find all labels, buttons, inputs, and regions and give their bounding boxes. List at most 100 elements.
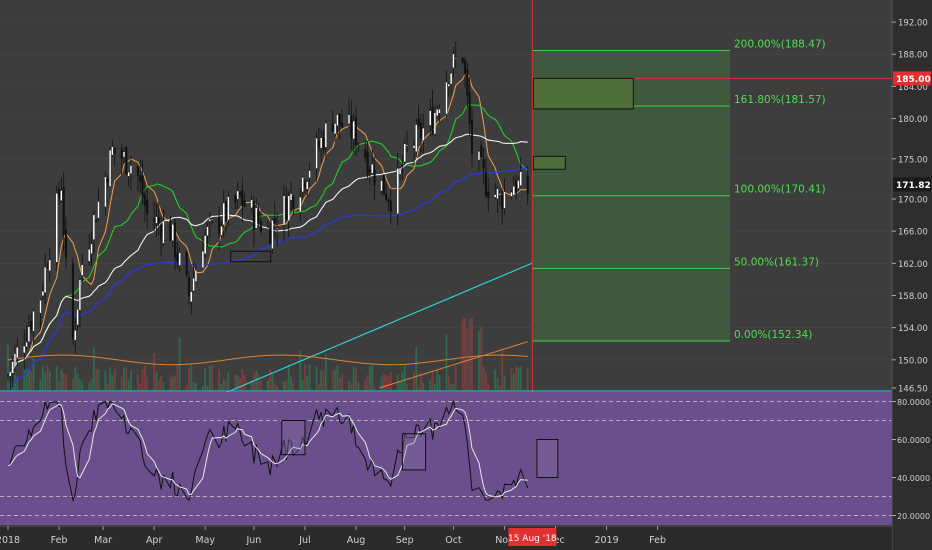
- volume-bar: [255, 371, 258, 390]
- volume-bar: [220, 383, 223, 390]
- candle-body: [482, 159, 485, 169]
- candle-body: [283, 195, 286, 226]
- candle-body: [120, 150, 123, 159]
- range-box: [230, 250, 272, 263]
- candle-body: [347, 114, 351, 124]
- rsi-panel: [0, 392, 892, 525]
- candle-body: [301, 177, 304, 192]
- candle-body: [303, 181, 307, 188]
- price-tick-label-1: 188.00: [898, 51, 928, 61]
- time-label-12: 2019: [594, 535, 618, 546]
- candle-body: [487, 191, 490, 198]
- candle-body: [192, 278, 195, 292]
- volume-bar: [146, 377, 149, 390]
- candle-body: [389, 200, 392, 212]
- volume-bar: [336, 365, 339, 390]
- candle-body: [16, 347, 19, 358]
- volume-bar: [494, 369, 497, 390]
- candle-body: [190, 291, 193, 302]
- volume-bar: [431, 370, 434, 390]
- candle-body: [289, 193, 293, 201]
- volume-bar: [243, 375, 246, 390]
- time-label-2: Mar: [94, 535, 112, 546]
- volume-bar: [512, 373, 515, 390]
- ma-8-line: [7, 72, 528, 377]
- price-tick-label-0: 192.00: [898, 19, 928, 29]
- ma-100-line: [7, 167, 528, 393]
- price-tick-label-8: 158.00: [898, 292, 928, 302]
- volume-bar: [380, 376, 383, 390]
- candle-body: [334, 123, 337, 135]
- volume-bar: [141, 368, 144, 390]
- candle-body: [429, 110, 432, 126]
- volume-bar: [222, 379, 225, 390]
- volume-bar: [218, 369, 221, 390]
- grid: [0, 21, 892, 389]
- volume-bar: [178, 337, 181, 390]
- volume-bar: [478, 331, 480, 390]
- candle-body: [512, 186, 515, 196]
- volume-bar: [32, 358, 35, 390]
- time-label-7: Aug: [347, 535, 366, 546]
- volume-bar: [385, 375, 388, 390]
- rsi-pane: [0, 392, 892, 525]
- volume-bar: [382, 374, 385, 390]
- candle-body: [336, 114, 339, 126]
- candle-body: [109, 149, 112, 187]
- volume-bar: [422, 382, 425, 390]
- candle-body: [371, 163, 374, 174]
- fib-label-4: 0.00%(152.34): [734, 329, 812, 341]
- candle-body: [287, 195, 290, 221]
- candle-body: [64, 230, 68, 258]
- volume-bar: [387, 375, 390, 390]
- candle-body: [173, 222, 177, 258]
- candle-body: [385, 193, 388, 200]
- volume-bar: [447, 376, 450, 390]
- candle-body: [366, 151, 369, 175]
- volume-bar: [76, 373, 79, 390]
- volume-bar: [185, 385, 188, 390]
- price-tick-label-7: 162.00: [898, 260, 928, 270]
- candle-body: [6, 375, 10, 377]
- volume-bar: [403, 365, 406, 390]
- candle-body: [211, 219, 214, 221]
- volume-bar: [92, 347, 95, 390]
- volume-bar: [162, 382, 165, 390]
- candle-body: [496, 188, 499, 199]
- candle-body: [273, 218, 276, 224]
- volume-bar: [433, 383, 436, 390]
- fib-label-2: 100.00%(170.41): [734, 184, 826, 196]
- candle-body: [185, 251, 188, 275]
- candle-body: [320, 137, 323, 149]
- candle-body: [299, 197, 302, 212]
- volume-bar: [201, 385, 204, 390]
- volume-bar: [25, 369, 28, 390]
- volume-bar: [123, 367, 125, 390]
- rsi-box-0: [281, 420, 306, 456]
- candle-body: [243, 201, 246, 207]
- candle-body: [55, 193, 58, 263]
- candle-body: [46, 269, 49, 271]
- volume-bar: [16, 376, 19, 390]
- candle-body: [60, 190, 63, 201]
- volume-bar: [515, 365, 517, 390]
- candle-body: [155, 216, 158, 224]
- candle-body: [501, 195, 504, 209]
- volume-bar: [90, 379, 93, 390]
- candle-body: [13, 353, 17, 367]
- candle-body: [71, 263, 75, 339]
- volume-bar: [234, 374, 237, 390]
- volume-bar: [7, 344, 9, 390]
- volume-bar: [466, 327, 469, 390]
- volume-bar: [23, 368, 26, 390]
- candle-body: [271, 220, 274, 249]
- volume-bar: [348, 381, 350, 390]
- volume-bar: [155, 372, 158, 390]
- volume-bar: [192, 382, 195, 390]
- rsi-signal-line: [7, 403, 528, 498]
- volume-bar: [137, 374, 139, 390]
- price-tick-label-6: 166.00: [898, 228, 928, 238]
- candle-body: [519, 171, 522, 186]
- price-tick-label-5: 170.00: [898, 196, 928, 206]
- time-label-5: Jun: [245, 535, 261, 546]
